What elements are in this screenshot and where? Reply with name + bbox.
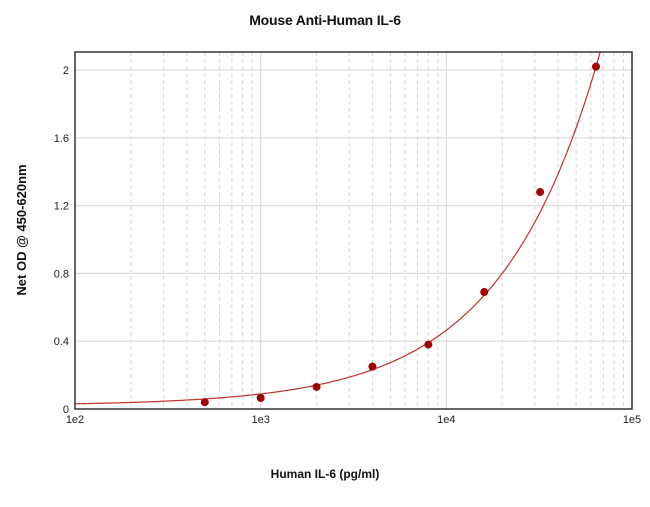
data-points [200, 62, 601, 407]
curve-line [75, 52, 601, 405]
y-tick-label: 1.6 [54, 133, 69, 145]
y-tick-label: 2 [63, 65, 69, 77]
x-tick-label: 1e4 [437, 414, 455, 426]
chart-title: Mouse Anti-Human IL-6 [249, 12, 401, 28]
x-tick-label: 1e2 [66, 414, 84, 426]
data-point [368, 362, 377, 371]
data-point [200, 398, 209, 407]
y-tick-label: 0 [63, 404, 69, 416]
fitted-curve [75, 52, 601, 405]
data-point [312, 382, 321, 391]
x-axis-label: Human IL-6 (pg/ml) [270, 467, 380, 481]
x-tick-label: 1e3 [251, 414, 269, 426]
x-tick-label: 1e5 [623, 414, 641, 426]
axis-ticks: 0 0.4 0.8 1.2 1.6 2 1e2 1e3 1e4 1e5 [54, 65, 641, 426]
plot-frame [74, 51, 633, 410]
data-point [480, 288, 489, 297]
data-point [592, 62, 601, 71]
y-tick-label: 0.8 [54, 268, 69, 280]
data-point [424, 340, 433, 349]
data-point [536, 188, 545, 197]
y-tick-label: 0.4 [54, 336, 69, 348]
data-point [256, 393, 265, 402]
gridlines [75, 52, 632, 409]
y-tick-label: 1.2 [54, 201, 69, 213]
